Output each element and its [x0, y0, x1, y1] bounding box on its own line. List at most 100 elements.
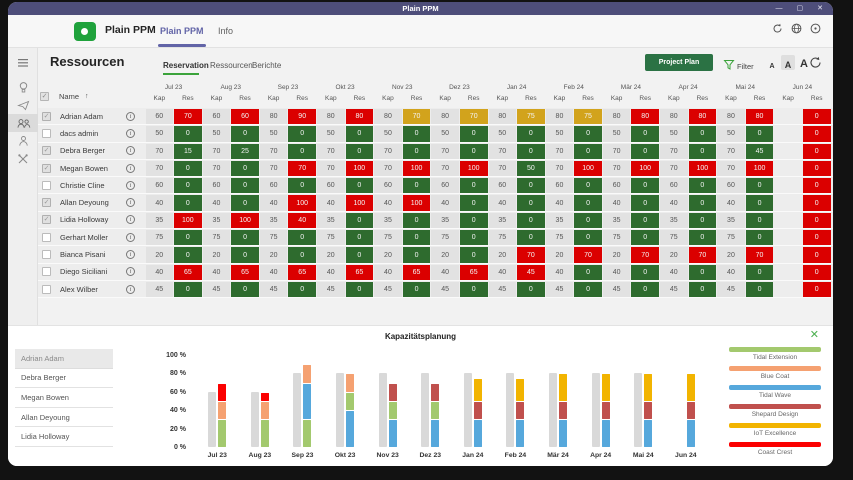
res-cell[interactable]: 0 — [631, 178, 659, 194]
res-cell[interactable]: 0 — [459, 143, 488, 159]
res-cell[interactable]: 0 — [288, 126, 316, 142]
res-cell[interactable]: 100 — [231, 212, 259, 229]
res-cell[interactable]: 75 — [517, 109, 545, 125]
res-cell[interactable]: 0 — [174, 178, 202, 194]
res-cell[interactable]: 100 — [745, 160, 774, 177]
res-cell[interactable]: 80 — [745, 109, 774, 125]
row-checkbox[interactable]: ✓ — [42, 198, 51, 208]
res-cell[interactable]: 0 — [802, 212, 831, 229]
res-cell[interactable]: 0 — [574, 178, 602, 194]
res-cell[interactable]: 0 — [288, 247, 316, 263]
res-cell[interactable]: 0 — [174, 281, 202, 298]
info-icon[interactable]: i — [126, 215, 135, 225]
res-cell[interactable]: 100 — [459, 160, 488, 177]
res-cell[interactable]: 0 — [345, 143, 374, 159]
tab-plain-ppm[interactable]: Plain PPM — [160, 26, 204, 36]
info-icon[interactable]: i — [126, 267, 135, 277]
table-row[interactable]: ✓ Allan Deyoung i 40 0 40 0 40 100 40 100 40 100 40 0 4… — [38, 194, 833, 212]
send-icon[interactable] — [8, 96, 38, 114]
res-cell[interactable]: 0 — [802, 126, 831, 142]
table-row[interactable]: dacs admin i 50 0 50 0 50 0 50 0 50 0 50 0 50 0 50 0 50 0 50… — [38, 125, 833, 143]
res-cell[interactable]: 0 — [574, 195, 602, 211]
res-cell[interactable]: 0 — [688, 143, 717, 159]
person-icon[interactable] — [8, 132, 38, 150]
res-cell[interactable]: 70 — [517, 247, 545, 263]
res-cell[interactable]: 0 — [231, 281, 259, 298]
res-cell[interactable]: 15 — [174, 143, 202, 159]
res-cell[interactable]: 0 — [745, 178, 774, 194]
info-icon[interactable]: i — [126, 284, 135, 294]
res-cell[interactable]: 0 — [688, 126, 717, 142]
res-cell[interactable]: 0 — [288, 230, 316, 246]
people-icon[interactable] — [8, 114, 38, 132]
res-cell[interactable]: 75 — [574, 109, 602, 125]
res-cell[interactable]: 0 — [345, 230, 374, 246]
res-cell[interactable]: 0 — [459, 212, 488, 229]
res-cell[interactable]: 0 — [688, 264, 717, 280]
res-cell[interactable]: 65 — [402, 264, 431, 280]
row-checkbox[interactable]: ✓ — [42, 215, 51, 225]
res-cell[interactable]: 0 — [745, 281, 774, 298]
lightbulb-icon[interactable] — [8, 78, 38, 96]
res-cell[interactable]: 0 — [574, 230, 602, 246]
res-cell[interactable]: 60 — [231, 109, 259, 125]
res-cell[interactable]: 0 — [459, 178, 488, 194]
res-cell[interactable]: 0 — [174, 160, 202, 177]
tab-info[interactable]: Info — [218, 26, 234, 36]
res-cell[interactable]: 0 — [802, 230, 831, 246]
table-row[interactable]: Gerhart Moller i 75 0 75 0 75 0 75 0 75 0 75 0 75 0 75 0 7… — [38, 229, 833, 247]
refresh-icon[interactable] — [772, 23, 783, 34]
res-cell[interactable]: 0 — [459, 195, 488, 211]
res-cell[interactable]: 0 — [402, 230, 431, 246]
res-cell[interactable]: 0 — [574, 143, 602, 159]
res-cell[interactable]: 50 — [517, 160, 545, 177]
res-cell[interactable]: 0 — [574, 281, 602, 298]
tab-berichte[interactable]: Berichte — [252, 61, 282, 70]
res-cell[interactable]: 0 — [802, 143, 831, 159]
res-cell[interactable]: 65 — [459, 264, 488, 280]
row-checkbox[interactable] — [42, 232, 51, 242]
tab-ressourcen[interactable]: Ressourcen — [210, 61, 253, 70]
info-icon[interactable]: i — [126, 163, 135, 173]
res-cell[interactable]: 0 — [288, 178, 316, 194]
row-checkbox[interactable]: ✓ — [42, 111, 51, 121]
res-cell[interactable]: 100 — [345, 195, 374, 211]
res-cell[interactable]: 0 — [631, 126, 659, 142]
res-cell[interactable]: 70 — [174, 109, 202, 125]
res-cell[interactable]: 45 — [517, 264, 545, 280]
res-cell[interactable]: 0 — [574, 126, 602, 142]
res-cell[interactable]: 0 — [517, 281, 545, 298]
maximize-icon[interactable]: ▢ — [796, 5, 804, 12]
font-large-button[interactable]: A — [800, 58, 808, 70]
res-cell[interactable]: 70 — [688, 247, 717, 263]
res-cell[interactable]: 0 — [688, 212, 717, 229]
res-cell[interactable]: 0 — [402, 143, 431, 159]
table-row[interactable]: Alex Wilber i 45 0 45 0 45 0 45 0 45 0 45 0 45 0 45 0 45 0 4… — [38, 280, 833, 299]
res-cell[interactable]: 0 — [174, 247, 202, 263]
res-cell[interactable]: 65 — [345, 264, 374, 280]
res-cell[interactable]: 0 — [459, 126, 488, 142]
res-cell[interactable]: 0 — [231, 126, 259, 142]
res-cell[interactable]: 80 — [688, 109, 717, 125]
res-cell[interactable]: 0 — [345, 281, 374, 298]
res-cell[interactable]: 65 — [231, 264, 259, 280]
table-row[interactable]: ✓ Adrian Adam i 60 70 60 60 80 90 80 80 80 70 80 70 80 7… — [38, 108, 833, 126]
info-icon[interactable]: i — [126, 128, 135, 138]
res-cell[interactable]: 70 — [288, 160, 316, 177]
res-cell[interactable]: 0 — [402, 178, 431, 194]
res-cell[interactable]: 0 — [174, 230, 202, 246]
list-item[interactable]: Lidia Holloway — [15, 427, 113, 447]
res-cell[interactable]: 100 — [288, 195, 316, 211]
res-cell[interactable]: 0 — [402, 126, 431, 142]
more-circle-icon[interactable] — [810, 23, 821, 34]
row-checkbox[interactable] — [42, 250, 51, 260]
res-cell[interactable]: 90 — [288, 109, 316, 125]
row-checkbox[interactable]: ✓ — [42, 146, 51, 156]
res-cell[interactable]: 0 — [517, 178, 545, 194]
res-cell[interactable]: 65 — [174, 264, 202, 280]
res-cell[interactable]: 0 — [345, 178, 374, 194]
res-cell[interactable]: 0 — [802, 281, 831, 298]
res-cell[interactable]: 70 — [402, 109, 431, 125]
row-checkbox[interactable]: ✓ — [42, 163, 51, 173]
res-cell[interactable]: 45 — [745, 143, 774, 159]
